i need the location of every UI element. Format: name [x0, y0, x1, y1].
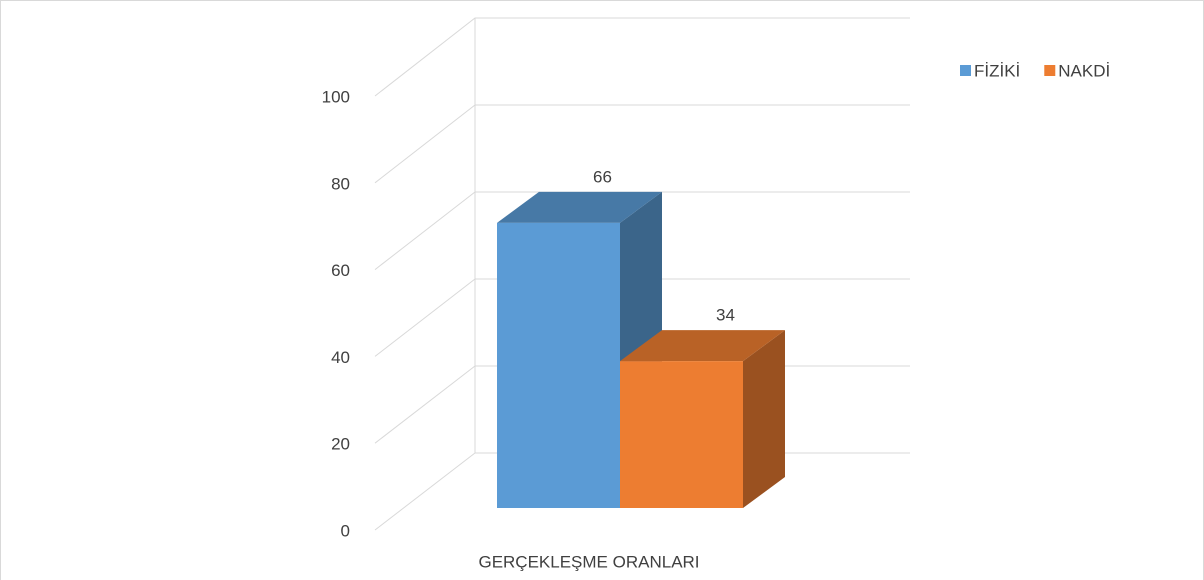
y-tick-label: 40: [331, 348, 350, 367]
y-tick-label: 80: [331, 174, 350, 193]
y-tick-label: 100: [322, 87, 350, 106]
bar-side: [743, 330, 785, 508]
legend-swatch: [960, 65, 971, 76]
legend-swatch: [1044, 65, 1056, 76]
legend-label: FİZİKİ: [974, 61, 1020, 80]
legend-label: NAKDİ: [1058, 61, 1110, 80]
bar: [497, 222, 620, 508]
bar-top: [620, 330, 785, 362]
bar: [620, 361, 743, 508]
data-label: 34: [716, 306, 735, 325]
y-tick-label: 20: [331, 435, 350, 454]
y-tick-label: 0: [341, 521, 350, 540]
x-tick-label: GERÇEKLEŞME ORANLARI: [478, 552, 699, 571]
data-label: 66: [593, 167, 612, 186]
y-tick-label: 60: [331, 261, 350, 280]
bar-top: [497, 191, 662, 223]
